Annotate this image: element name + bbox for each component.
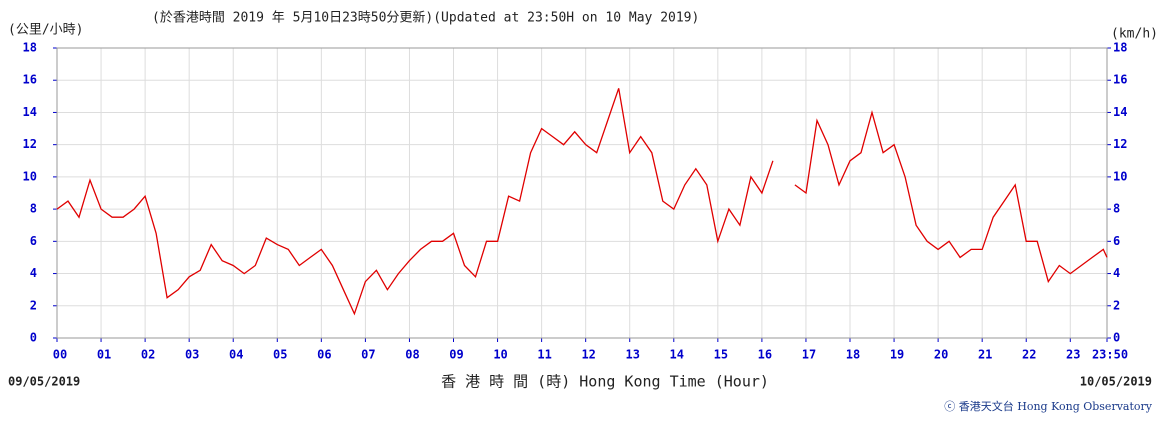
- y-tick-label: 2: [30, 298, 37, 312]
- x-tick-label: 20: [934, 348, 948, 362]
- x-tick-label: 11: [537, 348, 551, 362]
- x-tick-label: 18: [846, 348, 860, 362]
- chart-title: (於香港時間 2019 年 5月10日23時50分更新)(Updated at …: [152, 10, 699, 26]
- x-tick-label: 05: [273, 348, 287, 362]
- x-tick-label: 10: [493, 348, 507, 362]
- y-tick-label-right: 4: [1113, 266, 1120, 280]
- x-tick-label: 06: [317, 348, 331, 362]
- plot-area: [56, 47, 1108, 339]
- y-tick-label: 16: [23, 73, 37, 87]
- x-tick-label: 17: [802, 348, 816, 362]
- end-date: 10/05/2019: [1080, 375, 1152, 389]
- x-tick-label: 23:50: [1092, 348, 1128, 362]
- y-tick-label-right: 0: [1113, 331, 1120, 345]
- x-tick-label: 14: [670, 348, 684, 362]
- y-tick-label-right: 14: [1113, 105, 1127, 119]
- y-tick-label: 0: [30, 331, 37, 345]
- x-tick-label: 21: [978, 348, 992, 362]
- y-tick-label: 8: [30, 202, 37, 216]
- y-tick-label-right: 2: [1113, 298, 1120, 312]
- x-tick-label: 03: [185, 348, 199, 362]
- y-tick-label-right: 12: [1113, 137, 1127, 151]
- y-tick-label: 12: [23, 137, 37, 151]
- y-tick-label-right: 18: [1113, 41, 1127, 55]
- x-tick-label: 01: [97, 348, 111, 362]
- x-tick-label: 07: [361, 348, 375, 362]
- y-tick-label: 14: [23, 105, 37, 119]
- x-tick-label: 13: [626, 348, 640, 362]
- x-tick-label: 00: [53, 348, 67, 362]
- x-tick-label: 16: [758, 348, 772, 362]
- x-tick-label: 15: [714, 348, 728, 362]
- start-date: 09/05/2019: [8, 375, 80, 389]
- y-unit-left: (公里/小時): [8, 23, 83, 38]
- x-tick-label: 08: [405, 348, 419, 362]
- y-tick-label-right: 16: [1113, 73, 1127, 87]
- y-tick-label-right: 6: [1113, 234, 1120, 248]
- y-tick-label: 6: [30, 234, 37, 248]
- x-axis-title: 香 港 時 間 (時) Hong Kong Time (Hour): [441, 373, 769, 391]
- y-unit-right: (km/h): [1111, 27, 1158, 42]
- x-tick-label: 23: [1066, 348, 1080, 362]
- x-tick-label: 12: [581, 348, 595, 362]
- x-tick-label: 02: [141, 348, 155, 362]
- x-tick-label: 04: [229, 348, 243, 362]
- credit: ⓒ 香港天文台 Hong Kong Observatory: [944, 399, 1153, 413]
- y-tick-label: 10: [23, 169, 37, 183]
- plot-border: [56, 47, 1108, 339]
- y-tick-label-right: 8: [1113, 202, 1120, 216]
- x-tick-label: 09: [449, 348, 463, 362]
- y-tick-label-right: 10: [1113, 169, 1127, 183]
- x-tick-label: 19: [890, 348, 904, 362]
- x-tick-label: 22: [1022, 348, 1036, 362]
- wind-speed-line: [56, 88, 1108, 316]
- y-tick-label: 18: [23, 41, 37, 55]
- y-tick-label: 4: [30, 266, 37, 280]
